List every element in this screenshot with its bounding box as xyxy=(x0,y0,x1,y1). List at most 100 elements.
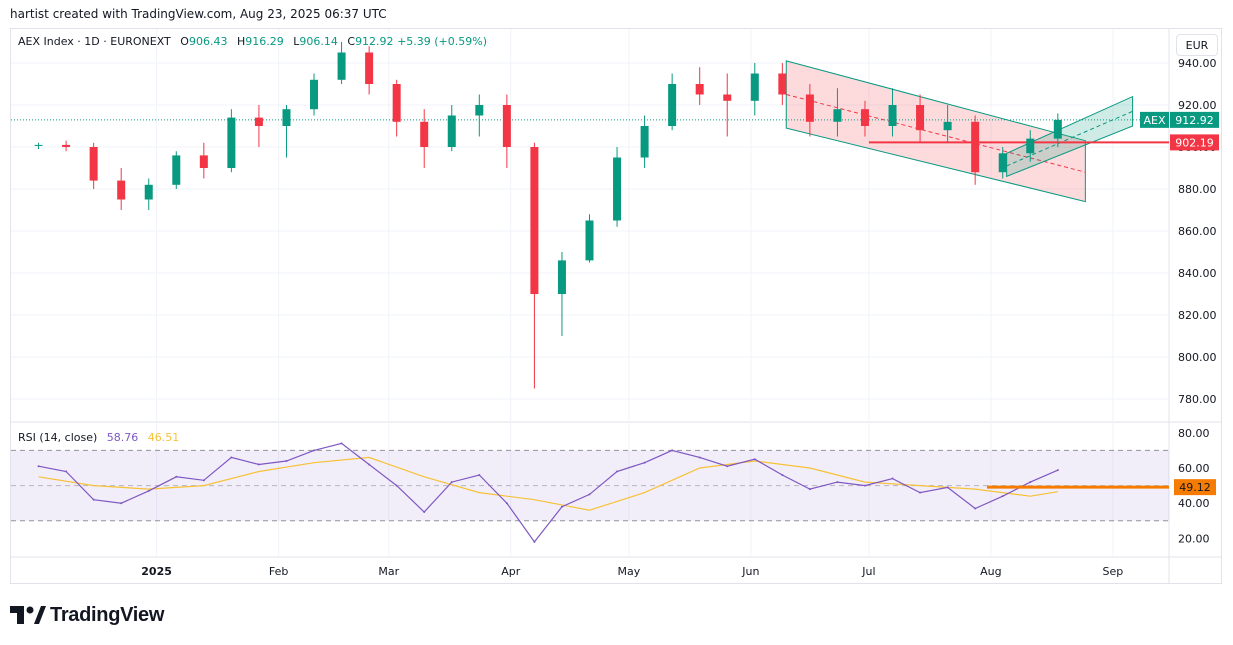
tradingview-logo-icon xyxy=(10,606,46,624)
rsi-point xyxy=(395,484,398,487)
rsi-point xyxy=(368,463,371,466)
time-tick-label: Jul xyxy=(861,565,875,578)
candle-body xyxy=(723,94,732,101)
rsi-point xyxy=(808,488,811,491)
rsi-point xyxy=(643,461,646,464)
candle-body xyxy=(502,105,511,147)
candle-body xyxy=(1026,138,1035,154)
rsi-point xyxy=(974,507,977,510)
candle-body xyxy=(282,109,291,126)
price-tick-label: 780.00 xyxy=(1178,393,1217,406)
high-value: 916.29 xyxy=(245,35,284,48)
candle-body xyxy=(420,121,429,147)
close-value: 912.92 xyxy=(355,35,394,48)
rsi-point xyxy=(505,502,508,505)
candle-body xyxy=(254,117,263,126)
time-tick-label: Aug xyxy=(980,565,1001,578)
rsi-point xyxy=(781,474,784,477)
credit-line: hartist created with TradingView.com, Au… xyxy=(10,7,387,21)
price-tick-label: 820.00 xyxy=(1178,309,1217,322)
candle-body xyxy=(585,220,594,261)
candle-body xyxy=(447,115,456,147)
rsi-point xyxy=(450,481,453,484)
candle-body xyxy=(310,79,319,110)
candle-body xyxy=(613,157,622,221)
price-tick-label: 880.00 xyxy=(1178,183,1217,196)
price-tick-label: 860.00 xyxy=(1178,225,1217,238)
tradingview-logo[interactable]: TradingView xyxy=(10,603,164,627)
low-key: L xyxy=(293,35,300,48)
rsi-point xyxy=(478,474,481,477)
rsi-point xyxy=(202,479,205,482)
level-tag-value: 902.19 xyxy=(1175,136,1214,149)
rsi-point xyxy=(1029,481,1032,484)
high-key: H xyxy=(236,35,246,48)
rsi-point xyxy=(616,470,619,473)
candle-body xyxy=(89,147,98,181)
rsi-point xyxy=(37,465,40,468)
candle-body xyxy=(392,84,401,122)
rsi-point xyxy=(863,484,866,487)
candle-body xyxy=(475,105,484,116)
rsi-point xyxy=(533,540,536,543)
candle-body xyxy=(695,84,704,95)
chart-frame xyxy=(10,28,1222,584)
rsi-level-tag-bg xyxy=(1174,479,1216,496)
candle-body xyxy=(172,155,181,185)
candle-body xyxy=(943,121,952,131)
rsi-point xyxy=(120,502,123,505)
rsi-level-tag-value: 49.12 xyxy=(1179,481,1211,494)
rsi-point xyxy=(423,511,426,513)
rsi-point xyxy=(698,456,701,459)
rsi-point xyxy=(1001,495,1004,498)
candle-body xyxy=(916,105,925,131)
currency-button[interactable]: EUR xyxy=(1176,34,1218,56)
rsi-point xyxy=(726,465,729,468)
rsi-point xyxy=(285,459,288,462)
last-price-symbol-bg xyxy=(1140,111,1169,128)
time-tick-label: Feb xyxy=(269,565,288,578)
rsi-point xyxy=(230,456,233,459)
rsi-ma-line xyxy=(38,456,1058,511)
rsi-point xyxy=(147,489,150,492)
descending-channel-median xyxy=(786,94,1086,173)
candle-body xyxy=(557,260,566,294)
candle-body xyxy=(117,180,126,200)
rsi-point xyxy=(1056,469,1059,472)
rsi-point xyxy=(919,491,922,494)
price-tick-label: 800.00 xyxy=(1178,351,1217,364)
rsi-point xyxy=(946,486,949,489)
change-value: +5.39 (+0.59%) xyxy=(397,35,488,48)
candle-body xyxy=(998,153,1007,173)
candle-body xyxy=(337,52,346,80)
time-tick-label: Mar xyxy=(378,565,399,578)
rsi-tick-label: 60.00 xyxy=(1178,462,1210,475)
close-key: C xyxy=(347,35,356,48)
rsi-point xyxy=(671,449,674,452)
rsi-point xyxy=(588,493,591,496)
rsi-point xyxy=(836,481,839,484)
candle-body xyxy=(971,121,980,173)
ascending-channel-median xyxy=(1006,110,1133,167)
rsi-ma-value: 46.51 xyxy=(147,431,180,444)
rsi-point xyxy=(65,470,68,473)
candle-body xyxy=(640,126,649,158)
rsi-tick-label: 40.00 xyxy=(1178,497,1210,510)
candle-body xyxy=(860,109,869,126)
rsi-line xyxy=(38,442,1059,543)
rsi-legend: RSI (14, close) 58.76 46.51 xyxy=(18,431,179,444)
level-tag-bg xyxy=(1170,134,1219,151)
candle-body xyxy=(227,117,236,168)
tradingview-logo-text: TradingView xyxy=(50,603,165,626)
rsi-point xyxy=(340,442,343,445)
rsi-point xyxy=(891,477,894,480)
candle-body xyxy=(199,155,208,168)
open-key: O xyxy=(180,35,189,48)
time-tick-label: Apr xyxy=(501,565,521,578)
rsi-point xyxy=(753,458,756,461)
candle-body xyxy=(805,94,814,122)
descending-channel xyxy=(785,60,1086,203)
candle-body xyxy=(750,73,759,101)
last-price-value: 912.92 xyxy=(1175,114,1214,127)
